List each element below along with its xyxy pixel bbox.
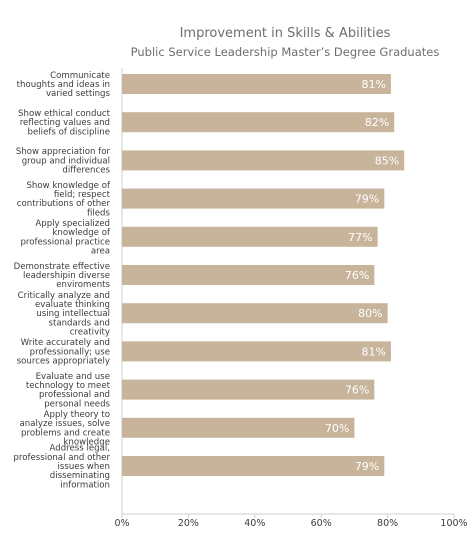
category-label-line: area (91, 247, 110, 257)
bar (122, 150, 405, 171)
category-label-line: leadershipin diverse (23, 271, 110, 281)
data-label: 82% (365, 116, 389, 129)
category-label: Apply specialized knowledge of professiona… (20, 219, 111, 257)
category-label-line: group and individual (22, 156, 110, 166)
category-label-line: Communicate (50, 71, 110, 81)
category-label-line: issues when (58, 462, 111, 472)
bar (122, 112, 395, 133)
category-label-line: thoughts and ideas in (17, 80, 110, 90)
category-label: Demonstrate effective leadershipin divers… (14, 262, 111, 290)
bar (122, 379, 375, 400)
category-label: Show appreciation for group and individua… (16, 147, 111, 175)
category-label-line: standards and (49, 318, 111, 328)
category-label-line: evaluate thinking (35, 300, 110, 310)
category-label-line: fileds (87, 208, 111, 218)
category-label: Show ethical conduct reflecting values an… (18, 109, 111, 137)
data-label: 70% (325, 422, 349, 435)
data-label: 81% (361, 345, 385, 358)
category-label-line: personal needs (44, 399, 110, 409)
bar (122, 265, 375, 285)
category-label: Evaluate and use technology to meet profes… (26, 372, 111, 410)
category-label-line: disseminating (50, 471, 110, 481)
category-label-line: Apply theory to (44, 410, 110, 420)
category-label-line: Demonstrate effective (14, 262, 110, 272)
bar (122, 341, 391, 362)
category-label-line: differences (62, 166, 110, 176)
category-label-line: analyze issues, solve (20, 419, 111, 429)
category-label-line: reflecting values and (20, 118, 110, 128)
x-tick-label: 0% (114, 518, 129, 529)
chart-subtitle: Public Service Leadership Master’s Degre… (131, 45, 440, 59)
data-label: 79% (355, 193, 379, 206)
category-label-line: enviroments (56, 280, 110, 290)
bar (122, 417, 355, 438)
category-label-line: professionally; use (30, 347, 110, 357)
category-label-line: contributions of other (17, 199, 111, 209)
x-tick-label: 80% (377, 518, 398, 529)
bar (122, 188, 385, 209)
category-label: Show knowledge of field; respect contribut… (17, 181, 111, 219)
category-label-line: creativity (70, 328, 110, 338)
bar (122, 456, 385, 476)
category-label-line: beliefs of discipline (28, 127, 110, 137)
category-label-line: Show knowledge of (26, 181, 110, 191)
x-tick-label: 60% (311, 518, 332, 529)
category-label-line: knowledge of (52, 228, 111, 238)
category-label-line: knowledge (63, 438, 110, 448)
category-label-line: problems and create (21, 428, 110, 438)
category-label-line: field; respect (54, 190, 111, 200)
category-label: Critically analyze and evaluate thinking u… (18, 291, 110, 338)
category-label: Apply theory to analyze issues, solve prob… (20, 410, 111, 448)
category-label-line: technology to meet (26, 381, 111, 391)
category-label-line: varied settings (46, 89, 111, 99)
category-label-line: Critically analyze and (18, 291, 110, 301)
data-label: 85% (375, 154, 399, 167)
data-label: 79% (355, 460, 379, 473)
category-label-line: information (60, 480, 110, 490)
category-label-line: professional and other (13, 453, 110, 463)
category-label-line: sources appropriately (17, 357, 110, 367)
category-label: Address legal, professional and other issu… (13, 444, 110, 491)
category-label-line: Address legal, (50, 444, 110, 454)
data-label: 81% (361, 78, 385, 91)
x-tick-label: 20% (178, 518, 199, 529)
category-label-line: using intellectual (36, 309, 110, 319)
category-label-line: Evaluate and use (36, 372, 110, 382)
category-label: Write accurately and professionally; use s… (17, 338, 110, 366)
chart-title: Improvement in Skills & Abilities (180, 26, 391, 41)
data-label: 80% (358, 307, 382, 320)
bar (122, 303, 388, 324)
category-label-line: Write accurately and (21, 338, 110, 348)
category-label-line: Apply specialized (35, 219, 110, 229)
category-label-line: Show ethical conduct (18, 109, 111, 119)
category-label-line: professional and (39, 390, 110, 400)
x-tick-label: 40% (244, 518, 265, 529)
category-label-line: Show appreciation for (16, 147, 111, 157)
plot-area: 0% 20% 40% 60% 80% 100% 81% Communicate thoughts… (13, 68, 468, 529)
data-label: 76% (345, 269, 369, 282)
category-label-line: professional practice (20, 237, 110, 247)
data-label: 76% (345, 384, 369, 397)
data-label: 77% (348, 231, 372, 244)
bar (122, 74, 391, 94)
bar (122, 226, 378, 247)
category-label: Communicate thoughts and ideas in varied s… (17, 71, 111, 99)
x-tick-label: 100% (440, 518, 467, 529)
